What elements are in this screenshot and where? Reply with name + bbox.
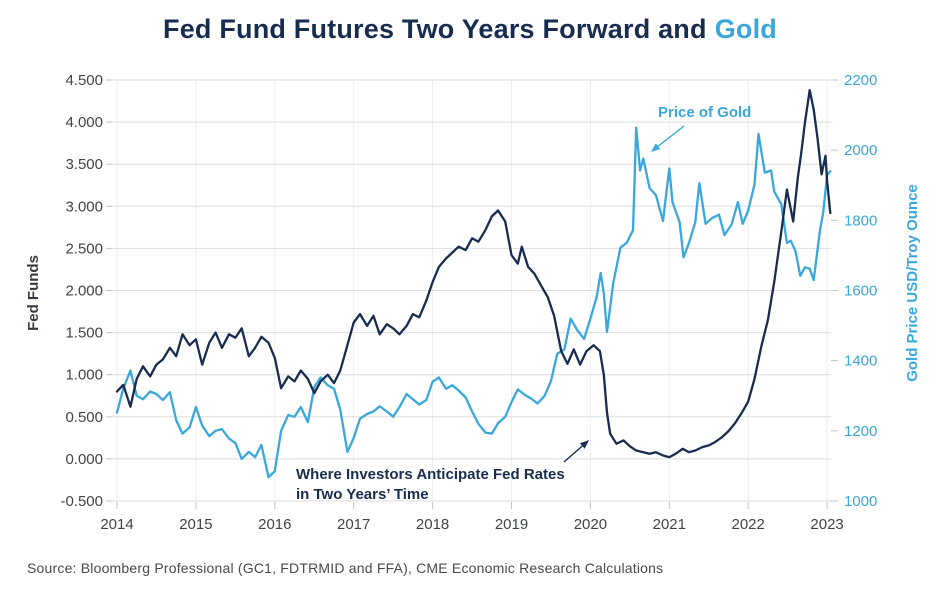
left-axis-title: Fed Funds (25, 255, 42, 331)
x-axis-tick-label: 2022 (732, 516, 765, 533)
series-layer (115, 88, 832, 479)
fed-annotation-line2: in Two Years’ Time (296, 486, 429, 503)
left-axis-tick-label: 3.500 (65, 156, 103, 173)
chart-title-main: Fed Fund Futures Two Years Forward and (163, 14, 707, 44)
right-axis-tick-label: 1800 (844, 212, 877, 229)
left-axis-tick-label: 0.500 (65, 409, 103, 426)
tick-layer (106, 79, 838, 509)
right-axis-title: Gold Price USD/Troy Ounce (904, 184, 921, 382)
gold-annotation-arrow (650, 125, 685, 152)
left-axis-tick-label: 1.500 (65, 325, 103, 342)
grid-layer (112, 79, 831, 502)
left-axis-tick-label: 4.000 (65, 114, 103, 131)
fed-annotation-line1: Where Investors Anticipate Fed Rates (296, 466, 565, 483)
gold-line (115, 126, 832, 479)
chart-title-gold: Gold (714, 14, 777, 44)
x-axis-tick-label: 2020 (574, 516, 607, 533)
x-axis-tick-label: 2016 (258, 516, 291, 533)
fed-futures-line (115, 88, 832, 459)
right-axis-tick-label: 1600 (844, 283, 877, 300)
x-axis-tick-label: 2023 (810, 516, 843, 533)
left-axis-tick-label: 1.000 (65, 367, 103, 384)
left-axis-tick-label: 0.000 (65, 451, 103, 468)
left-axis-tick-label: 4.500 (65, 72, 103, 89)
chart-title: Fed Fund Futures Two Years Forward and Go… (0, 12, 940, 46)
x-axis-tick-label: 2018 (416, 516, 449, 533)
right-axis-tick-label: 1200 (844, 423, 877, 440)
x-axis-tick-label: 2014 (100, 516, 133, 533)
right-axis-tick-label: 1400 (844, 353, 877, 370)
source-note: Source: Bloomberg Professional (GC1, FDT… (27, 560, 664, 576)
x-axis-tick-label: 2021 (653, 516, 686, 533)
gold-annotation: Price of Gold (658, 104, 751, 121)
right-axis-tick-label: 2000 (844, 142, 877, 159)
axis-label-layer: 2014 2015 2016 2017 2018 2019 2020 2021 2022 2023… (60, 72, 877, 533)
left-axis-tick-label: 3.000 (65, 198, 103, 215)
x-axis-tick-label: 2017 (337, 516, 370, 533)
x-axis-tick-label: 2019 (495, 516, 528, 533)
left-axis-tick-label: -0.500 (60, 493, 103, 510)
fed-annotation-arrow (563, 440, 590, 463)
right-axis-tick-label: 2200 (844, 72, 877, 89)
left-axis-tick-label: 2.000 (65, 283, 103, 300)
right-axis-tick-label: 1000 (844, 493, 877, 510)
left-axis-tick-label: 2.500 (65, 240, 103, 257)
x-axis-tick-label: 2015 (179, 516, 212, 533)
